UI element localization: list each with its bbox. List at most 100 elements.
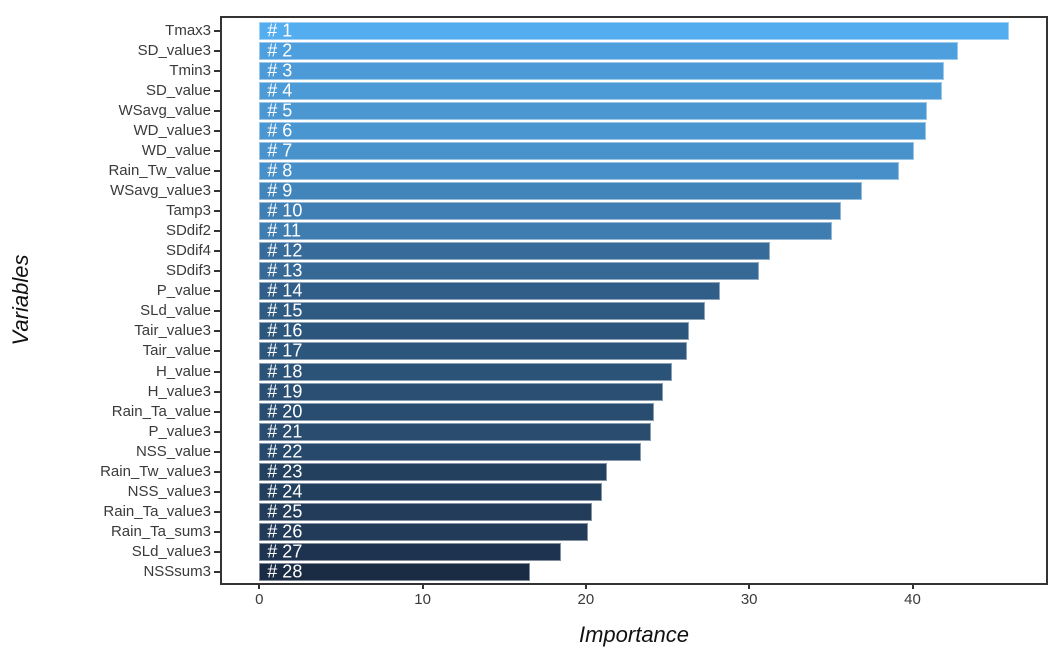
importance-bar: # 23 <box>259 461 608 482</box>
y-tick-label: Rain_Tw_value <box>108 162 211 180</box>
y-tick-mark <box>214 130 221 133</box>
y-tick-mark <box>214 410 221 413</box>
y-tick-label: P_value <box>156 282 211 300</box>
y-tick-mark <box>214 470 221 473</box>
importance-bar: # 15 <box>259 301 706 322</box>
y-tick-label: Rain_Tw_value3 <box>100 462 211 480</box>
x-tick-label: 10 <box>414 591 431 608</box>
y-tick-label: SDdif2 <box>165 222 211 240</box>
importance-bar: # 20 <box>259 401 655 422</box>
bar-rank-label: # 18 <box>267 361 303 382</box>
bar-rank-label: # 13 <box>267 260 303 281</box>
bar-rank-label: # 7 <box>267 140 293 161</box>
bar-rank-label: # 28 <box>267 561 303 582</box>
y-tick-label: Rain_Ta_value3 <box>103 502 211 520</box>
y-tick-label: WSavg_value3 <box>110 182 211 200</box>
bar-rank-label: # 10 <box>267 200 303 221</box>
bar-rank-label: # 11 <box>267 220 301 241</box>
y-tick-label: SLd_value3 <box>131 542 211 560</box>
y-tick-label: SD_value3 <box>137 42 211 60</box>
importance-bar: # 3 <box>259 62 944 81</box>
y-tick-label: Tmin3 <box>169 62 211 80</box>
y-tick-mark <box>214 90 221 93</box>
importance-bar: # 7 <box>259 140 915 161</box>
bar-rank-label: # 14 <box>267 281 303 302</box>
bar-rank-label: # 8 <box>267 160 293 181</box>
y-tick-label: SDdif3 <box>165 262 211 280</box>
importance-bar: # 6 <box>259 120 926 141</box>
x-tick-mark <box>584 583 587 589</box>
x-tick-mark <box>911 583 914 589</box>
bar-rank-label: # 20 <box>267 401 303 422</box>
bar-rank-label: # 4 <box>267 80 293 101</box>
y-tick-label: P_value3 <box>148 422 211 440</box>
bar-rank-label: # 19 <box>267 381 303 402</box>
y-tick-mark <box>214 30 221 32</box>
bar-rank-label: # 21 <box>267 421 303 442</box>
y-tick-label: SD_value <box>145 82 211 100</box>
y-tick-mark <box>214 530 221 533</box>
importance-bar: # 13 <box>259 260 759 281</box>
bar-rank-label: # 1 <box>267 20 293 41</box>
importance-bar: # 25 <box>259 502 593 521</box>
importance-bar: # 14 <box>259 281 720 302</box>
bar-rank-label: # 15 <box>267 301 303 322</box>
y-tick-mark <box>214 50 221 53</box>
bar-rank-label: # 16 <box>267 321 303 342</box>
y-tick-mark <box>214 250 221 253</box>
y-tick-mark <box>214 510 221 513</box>
bar-rank-label: # 22 <box>267 441 303 462</box>
bar-rank-label: # 5 <box>267 100 293 121</box>
y-tick-label: WD_value <box>141 142 211 160</box>
y-tick-mark <box>214 190 221 193</box>
y-tick-label: SDdif4 <box>165 242 211 260</box>
y-tick-label: Tair_value3 <box>134 322 211 340</box>
importance-bar: # 26 <box>259 521 588 542</box>
importance-bar: # 18 <box>259 361 673 382</box>
x-axis-title: Importance <box>578 622 690 647</box>
y-tick-mark <box>214 330 221 333</box>
importance-bar: # 9 <box>259 180 862 201</box>
bar-rank-label: # 2 <box>267 40 293 61</box>
y-tick-label: SLd_value <box>140 302 211 320</box>
x-tick-label: 40 <box>904 591 921 608</box>
y-tick-label: Tair_value <box>142 342 211 360</box>
y-tick-mark <box>214 450 221 453</box>
x-tick-mark <box>748 583 751 589</box>
y-tick-label: NSS_value3 <box>127 482 211 500</box>
importance-bar: # 11 <box>259 220 833 241</box>
y-tick-mark <box>214 70 221 73</box>
importance-bar: # 5 <box>259 100 928 121</box>
y-tick-mark <box>214 570 221 573</box>
bar-rank-label: # 6 <box>267 120 293 141</box>
y-tick-label: Tmax3 <box>165 22 211 39</box>
importance-bar: # 28 <box>259 561 531 582</box>
bar-rank-label: # 26 <box>267 521 303 542</box>
importance-bar: # 12 <box>259 240 771 261</box>
y-tick-mark <box>214 430 221 433</box>
y-tick-mark <box>214 230 221 233</box>
x-tick-mark <box>421 583 424 589</box>
bar-rank-label: # 9 <box>267 180 293 201</box>
x-tick-label: 30 <box>740 591 758 608</box>
importance-bar: # 2 <box>259 40 959 61</box>
importance-bar: # 22 <box>259 441 642 462</box>
bar-rank-label: # 23 <box>267 461 303 482</box>
x-tick-label: 20 <box>577 591 595 608</box>
importance-bar: # 27 <box>259 542 562 561</box>
y-tick-label: WD_value3 <box>133 122 211 140</box>
y-tick-mark <box>214 170 221 173</box>
bar-rank-label: # 24 <box>267 481 303 502</box>
y-tick-mark <box>214 390 221 393</box>
importance-bar: # 16 <box>259 321 689 342</box>
bar-rank-label: # 12 <box>267 240 303 261</box>
y-tick-label: NSS_value <box>135 442 211 460</box>
y-tick-mark <box>214 550 221 553</box>
y-tick-label: WSavg_value <box>118 102 211 120</box>
y-tick-label: Tamp3 <box>165 202 211 220</box>
y-tick-label: NSSsum3 <box>143 562 211 580</box>
importance-bar: # 10 <box>259 200 841 221</box>
x-tick-label: 0 <box>255 591 264 608</box>
